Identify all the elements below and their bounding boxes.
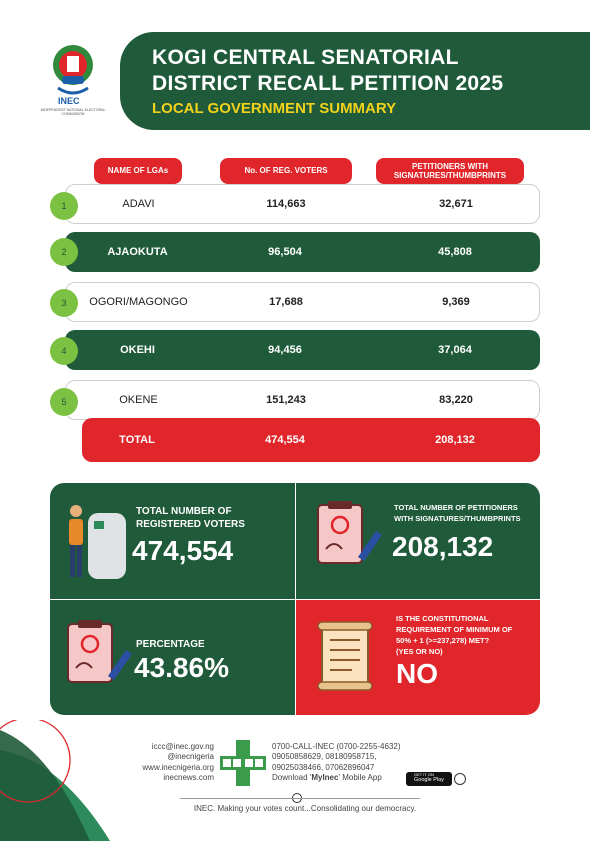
website-link[interactable]: www.inecnigeria.org xyxy=(142,762,214,772)
table-row: OKENE 151,243 83,220 xyxy=(65,380,540,420)
column-header-lga: NAME OF LGAs xyxy=(94,158,182,184)
row-number-badge: 2 xyxy=(50,238,78,266)
requirement-answer: NO xyxy=(396,658,438,689)
footer-contacts-right: 0700-CALL-INEC (0700-2255-4632) 09050858… xyxy=(272,742,472,784)
registered-label-line2: REGISTERED VOTERS xyxy=(136,519,245,530)
petitioners: 45,808 xyxy=(438,246,472,258)
social-handle[interactable]: @inecnigeria xyxy=(167,752,214,762)
petitioners-label-line2: WITH SIGNATURES/THUMBPRINTS xyxy=(394,514,521,523)
lga-name: OKEHI xyxy=(120,344,155,356)
voter-at-booth-icon xyxy=(69,505,126,579)
footer-divider xyxy=(180,798,420,799)
logo-text: INEC xyxy=(58,96,80,106)
table-row: OGORI/MAGONGO 17,688 9,369 xyxy=(65,282,540,322)
reg-voters: 17,688 xyxy=(269,296,303,308)
title-banner xyxy=(120,32,590,130)
call-center-number: 0700-CALL-INEC (0700-2255-4632) xyxy=(272,742,401,751)
petitioners: 9,369 xyxy=(442,296,470,308)
news-link[interactable]: inecnews.com xyxy=(163,773,214,783)
page-subtitle: LOCAL GOVERNMENT SUMMARY xyxy=(152,100,397,117)
total-row: TOTAL 474,554 208,132 xyxy=(82,418,540,462)
total-voters: 474,554 xyxy=(265,434,305,446)
row-number-badge: 3 xyxy=(50,289,78,317)
requirement-line3: 50% + 1 (>=237,278) MET? xyxy=(396,636,490,645)
phone-numbers-2: 09025038466, 07062896047 xyxy=(272,762,375,772)
registered-label-line1: TOTAL NUMBER OF xyxy=(136,506,232,517)
table-row: AJAOKUTA 96,504 45,808 xyxy=(65,232,540,272)
inec-logo: INEC INDEPENDENT NATIONAL ELECTORAL COMM… xyxy=(41,38,105,120)
requirement-line1: IS THE CONSTITUTIONAL xyxy=(396,614,489,623)
total-petitioners: 208,132 xyxy=(435,434,475,446)
reg-voters: 94,456 xyxy=(268,344,302,356)
summary-panel: TOTAL NUMBER OF REGISTERED VOTERS 474,55… xyxy=(50,483,540,715)
requirement-line4: (YES OR NO) xyxy=(396,647,443,656)
page-title-line2: DISTRICT RECALL PETITION 2025 xyxy=(152,72,504,95)
column-header-voters: No. OF REG. VOTERS xyxy=(220,158,352,184)
column-header-petitioners: PETITIONERS WITH SIGNATURES/THUMBPRINTS xyxy=(376,158,524,184)
petitioners: 83,220 xyxy=(439,394,473,406)
phone-numbers-1: 09050858629, 08180958715, xyxy=(272,752,377,762)
lga-name: OKENE xyxy=(119,394,158,406)
percentage-card: PERCENTAGE 43.86% xyxy=(50,600,295,715)
percentage-label: PERCENTAGE xyxy=(136,639,205,650)
petitioners-card: TOTAL NUMBER OF PETITIONERS WITH SIGNATU… xyxy=(296,483,540,599)
footer-slogan: INEC. Making your votes count...Consolid… xyxy=(193,804,417,813)
row-number-badge: 1 xyxy=(50,192,78,220)
signed-document-icon xyxy=(67,620,132,683)
scroll-icon xyxy=(317,621,373,691)
coat-of-arms-icon xyxy=(53,45,93,95)
table-row: ADAVI 114,663 32,671 xyxy=(65,184,540,224)
reg-voters: 114,663 xyxy=(266,198,306,210)
google-play-badge[interactable]: GET IT ON Google Play xyxy=(406,772,452,786)
reg-voters: 96,504 xyxy=(268,246,302,258)
registered-value: 474,554 xyxy=(132,535,234,566)
percentage-value: 43.86% xyxy=(134,652,229,683)
accessibility-icon xyxy=(454,773,466,785)
table-row: OKEHI 94,456 37,064 xyxy=(65,330,540,370)
social-cross-icon xyxy=(220,740,266,786)
lga-name: AJAOKUTA xyxy=(107,246,168,258)
requirement-card: IS THE CONSTITUTIONAL REQUIREMENT OF MIN… xyxy=(296,600,540,715)
reg-voters: 151,243 xyxy=(266,394,306,406)
petitioners: 32,671 xyxy=(439,198,473,210)
petitioners-label-line1: TOTAL NUMBER OF PETITIONERS xyxy=(394,503,518,512)
total-label: TOTAL xyxy=(119,434,155,446)
petitioners: 37,064 xyxy=(438,344,472,356)
row-number-badge: 4 xyxy=(50,337,78,365)
lga-name: ADAVI xyxy=(122,198,155,210)
registered-voters-card: TOTAL NUMBER OF REGISTERED VOTERS 474,55… xyxy=(50,483,295,599)
footer-contacts-left: iccc@inec.gov.ng @inecnigeria www.inecni… xyxy=(118,742,214,784)
app-download-text: Download 'MyInec' Mobile App xyxy=(272,773,382,783)
requirement-line2: REQUIREMENT OF MINIMUM OF xyxy=(396,625,513,634)
email-link[interactable]: iccc@inec.gov.ng xyxy=(151,742,214,751)
petitioners-value: 208,132 xyxy=(392,531,494,562)
lga-name: OGORI/MAGONGO xyxy=(89,296,188,308)
page-title-line1: KOGI CENTRAL SENATORIAL xyxy=(152,46,459,69)
row-number-badge: 5 xyxy=(50,388,78,416)
corner-swoosh xyxy=(0,720,110,841)
signed-document-icon xyxy=(317,501,382,564)
logo-caption: INDEPENDENT NATIONAL ELECTORAL COMMISSIO… xyxy=(40,108,106,117)
